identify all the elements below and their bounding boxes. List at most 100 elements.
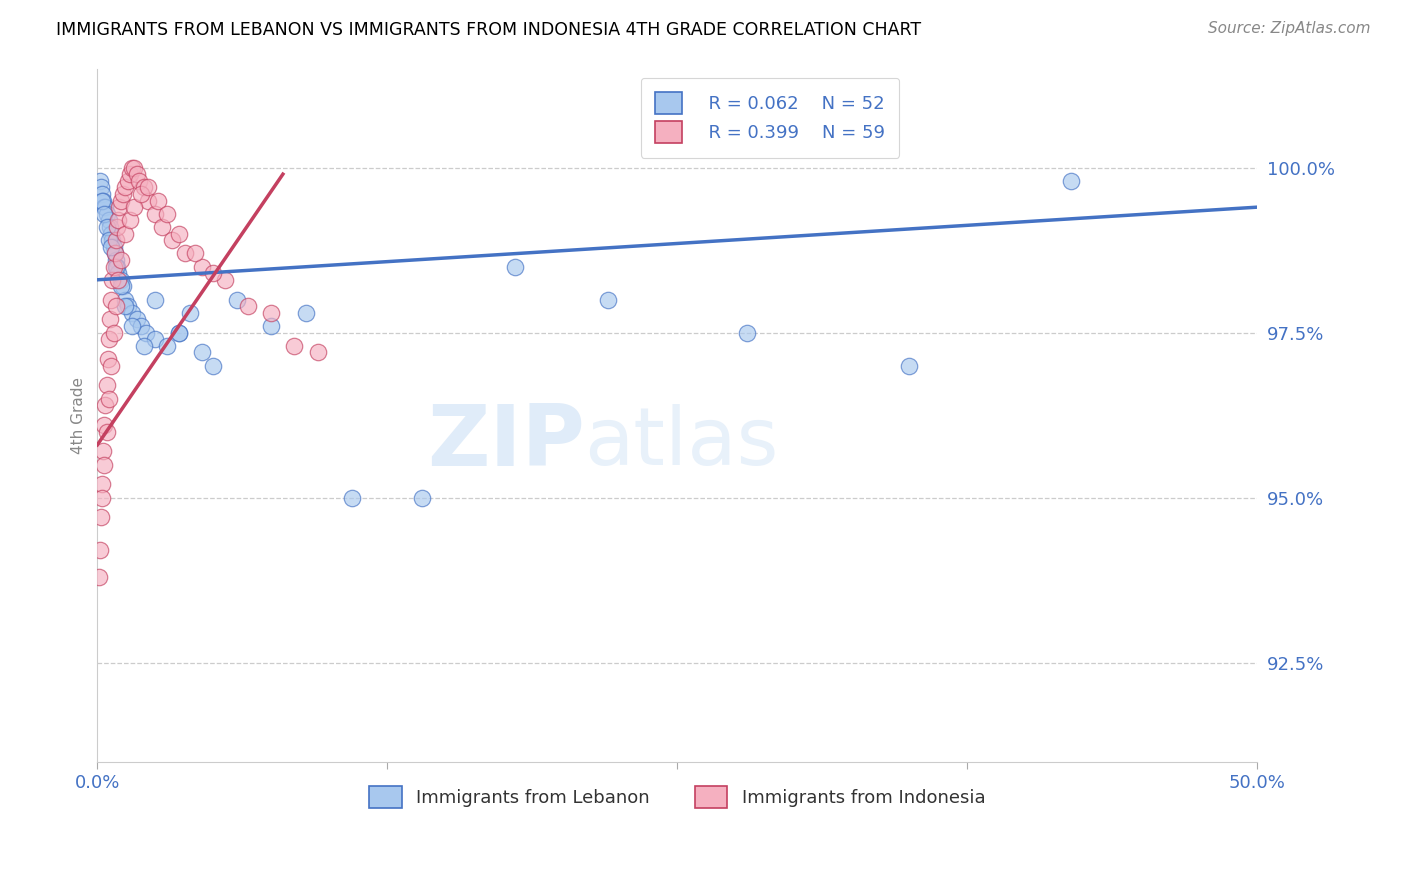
Point — [121, 306, 143, 320]
Point — [225, 293, 247, 307]
Point — [114, 299, 136, 313]
Point — [104, 233, 127, 247]
Point — [104, 252, 127, 267]
Text: atlas: atlas — [585, 404, 779, 482]
Point — [117, 299, 139, 313]
Point — [307, 345, 329, 359]
Text: IMMIGRANTS FROM LEBANON VS IMMIGRANTS FROM INDONESIA 4TH GRADE CORRELATION CHART: IMMIGRANTS FROM LEBANON VS IMMIGRANTS FR… — [56, 21, 921, 38]
Point — [167, 326, 190, 340]
Point — [190, 345, 212, 359]
Point — [87, 570, 110, 584]
Point — [91, 186, 114, 201]
Point — [138, 194, 160, 208]
Point — [97, 233, 120, 247]
Point — [167, 326, 190, 340]
Point — [89, 174, 111, 188]
Point — [236, 299, 259, 313]
Y-axis label: 4th Grade: 4th Grade — [72, 376, 86, 454]
Point — [135, 326, 157, 340]
Point — [114, 180, 136, 194]
Point — [91, 194, 114, 208]
Point — [91, 491, 114, 505]
Point — [104, 246, 127, 260]
Point — [150, 219, 173, 234]
Point — [146, 194, 169, 208]
Point — [342, 491, 364, 505]
Point — [156, 339, 179, 353]
Point — [110, 279, 132, 293]
Point — [97, 392, 120, 406]
Point — [100, 227, 122, 241]
Point — [735, 326, 758, 340]
Point — [260, 318, 283, 333]
Point — [118, 213, 141, 227]
Point — [156, 207, 179, 221]
Point — [100, 293, 122, 307]
Point — [118, 167, 141, 181]
Point — [107, 266, 129, 280]
Point — [143, 332, 166, 346]
Point — [104, 260, 127, 274]
Point — [90, 180, 112, 194]
Point — [138, 180, 160, 194]
Point — [117, 174, 139, 188]
Point — [111, 186, 134, 201]
Point — [110, 194, 132, 208]
Point — [114, 227, 136, 241]
Point — [503, 260, 526, 274]
Point — [131, 318, 153, 333]
Point — [97, 351, 120, 366]
Point — [121, 161, 143, 175]
Point — [103, 260, 125, 274]
Point — [411, 491, 433, 505]
Point — [104, 299, 127, 313]
Point — [94, 200, 117, 214]
Point — [94, 398, 117, 412]
Point — [91, 194, 114, 208]
Point — [596, 293, 619, 307]
Point — [91, 477, 114, 491]
Point — [103, 240, 125, 254]
Point — [143, 293, 166, 307]
Point — [202, 266, 225, 280]
Point — [91, 444, 114, 458]
Point — [898, 359, 921, 373]
Point — [100, 240, 122, 254]
Point — [125, 167, 148, 181]
Point — [105, 219, 128, 234]
Point — [96, 425, 118, 439]
Point — [101, 233, 124, 247]
Point — [184, 246, 207, 260]
Point — [124, 200, 146, 214]
Point — [260, 306, 283, 320]
Point — [295, 306, 318, 320]
Point — [110, 273, 132, 287]
Point — [93, 418, 115, 433]
Point — [89, 543, 111, 558]
Point — [93, 200, 115, 214]
Point — [167, 227, 190, 241]
Point — [125, 312, 148, 326]
Point — [124, 161, 146, 175]
Point — [107, 273, 129, 287]
Point — [93, 207, 115, 221]
Point — [107, 213, 129, 227]
Point — [132, 180, 155, 194]
Point — [132, 339, 155, 353]
Point — [111, 279, 134, 293]
Point — [104, 246, 127, 260]
Text: ZIP: ZIP — [426, 401, 585, 484]
Point — [103, 326, 125, 340]
Point — [174, 246, 197, 260]
Point — [98, 219, 121, 234]
Point — [108, 200, 131, 214]
Point — [110, 252, 132, 267]
Legend: Immigrants from Lebanon, Immigrants from Indonesia: Immigrants from Lebanon, Immigrants from… — [361, 779, 993, 815]
Point — [100, 359, 122, 373]
Text: Source: ZipAtlas.com: Source: ZipAtlas.com — [1208, 21, 1371, 36]
Point — [202, 359, 225, 373]
Point — [114, 293, 136, 307]
Point — [283, 339, 305, 353]
Point — [121, 318, 143, 333]
Point — [128, 174, 150, 188]
